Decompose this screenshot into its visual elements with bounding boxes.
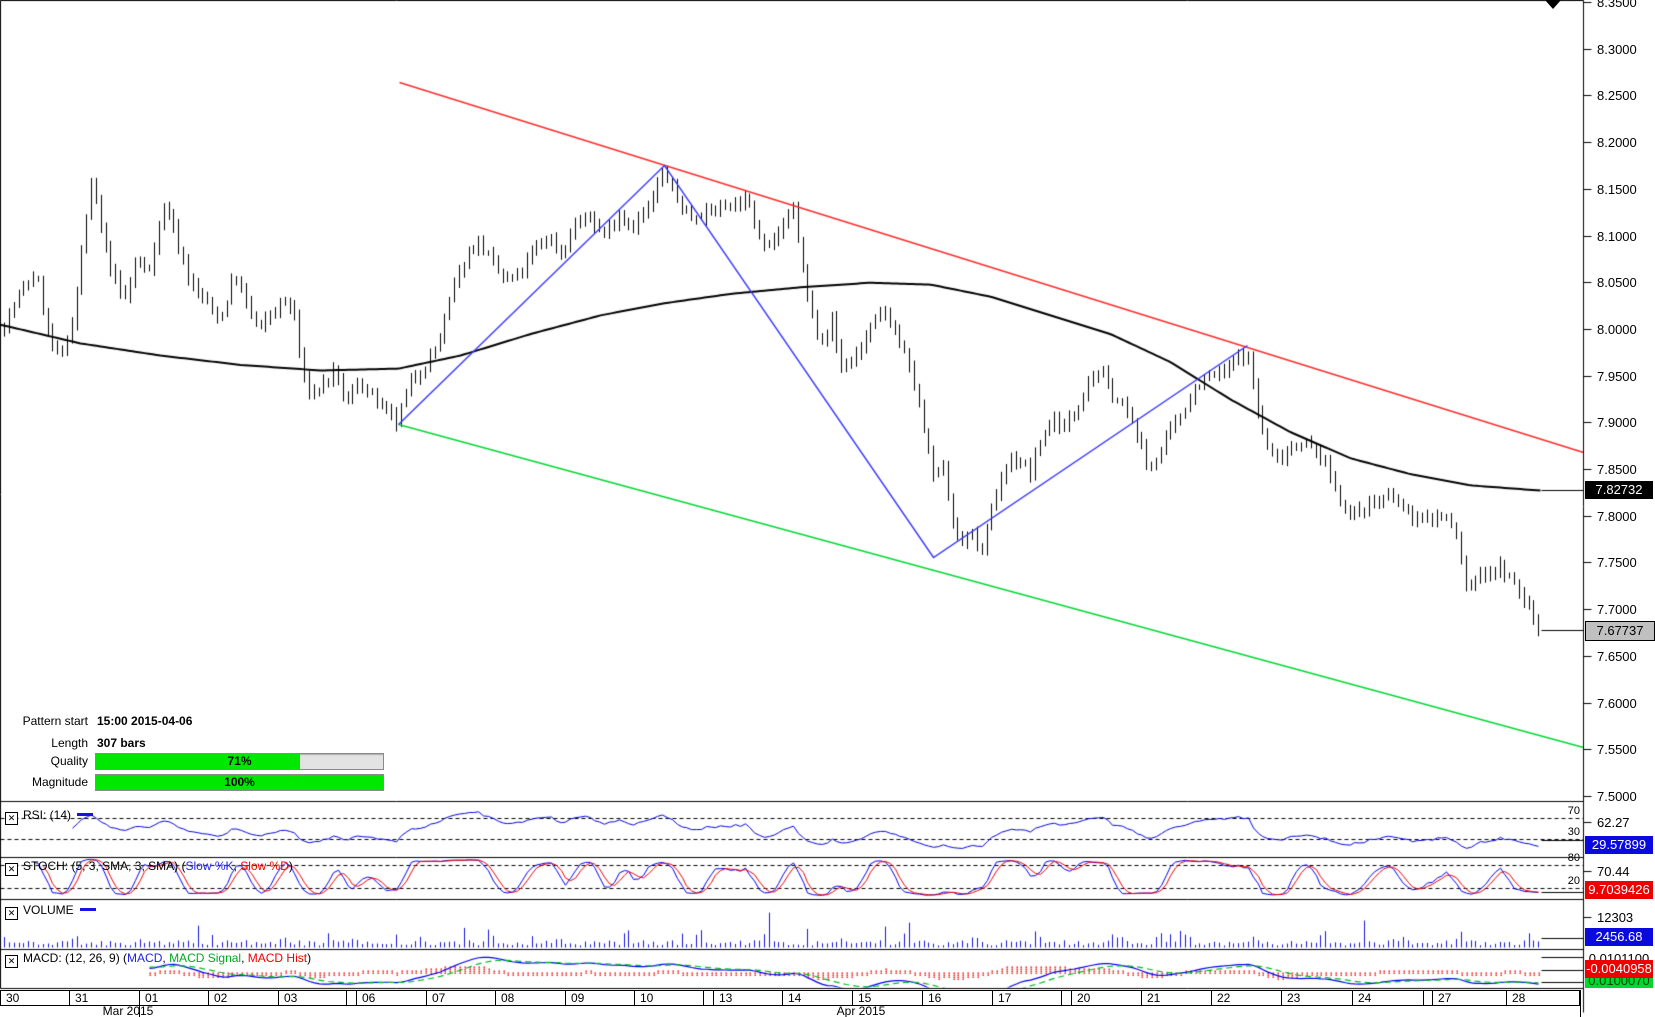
date-cell: 03 <box>278 991 347 1005</box>
macd-sep2: , <box>241 951 248 965</box>
macd-current-badge: -0.0040958 <box>1585 960 1653 978</box>
rsi-level-70: 70 <box>1567 805 1580 817</box>
magnitude-label: Magnitude <box>31 775 88 789</box>
macd-sep1: , <box>162 951 170 965</box>
date-cell: 07 <box>426 991 495 1005</box>
macd-paren-close: ) <box>307 951 312 965</box>
stoch-d-label: Slow %D <box>240 859 289 873</box>
date-cell: 31 <box>69 991 139 1005</box>
volume-title: VOLUME <box>23 903 74 917</box>
date-cell: 08 <box>495 991 565 1005</box>
stoch-paren-open: ( <box>178 859 186 873</box>
price-tick-label: 8.3500 <box>1597 0 1637 10</box>
date-cell: 13 <box>713 991 782 1005</box>
volume-visibility-checkbox[interactable]: ✕ <box>5 907 18 920</box>
date-cell: 06 <box>356 991 426 1005</box>
ma-value-badge: 7.82732 <box>1585 481 1653 499</box>
date-cell: 22 <box>1211 991 1281 1005</box>
date-cell: 16 <box>922 991 992 1005</box>
volume-current-badge: 2456.68 <box>1585 928 1653 946</box>
price-tick-label: 8.2500 <box>1597 88 1637 104</box>
volume-axis-value: 12303 <box>1597 910 1634 925</box>
pattern-length-label: Length <box>51 736 88 750</box>
date-cell: 10 <box>634 991 704 1005</box>
date-cell: 27 <box>1432 991 1506 1005</box>
stoch-k-label: Slow %K <box>185 859 234 873</box>
rsi-level-30: 30 <box>1567 826 1580 838</box>
price-tick-label: 7.9000 <box>1597 415 1637 431</box>
price-tick-label: 7.9500 <box>1597 368 1637 384</box>
date-cell: 24 <box>1352 991 1424 1005</box>
stoch-axis-value: 70.44 <box>1597 864 1630 879</box>
stoch-sep: , <box>233 859 241 873</box>
price-tick-label: 7.7500 <box>1597 555 1637 571</box>
date-cell: 28 <box>1506 991 1580 1005</box>
date-cell: 02 <box>208 991 278 1005</box>
quality-percent: 71% <box>227 754 252 768</box>
date-cell: 01 <box>139 991 208 1005</box>
volume-panel-legend: ✕ VOLUME <box>5 904 96 920</box>
stoch-title: STOCH: (5, 3, SMA, 3, SMA) <box>23 859 179 873</box>
macd-line-label: MACD <box>127 951 163 965</box>
price-tick-label: 7.8000 <box>1597 508 1637 524</box>
date-axis: 30 31 01 02 03 06 07 08 09 10 13 14 15 16 17 20 21 22 23 24… <box>0 990 1581 1006</box>
price-tick-label: 7.6000 <box>1597 695 1637 711</box>
quality-progress-bar: 71% <box>95 753 384 770</box>
rsi-axis-value: 62.27 <box>1597 815 1630 830</box>
quality-label: Quality <box>50 754 88 768</box>
rsi-panel-legend: ✕ RSI: (14) <box>5 808 94 825</box>
macd-lower-badge: 0.0100070 <box>1585 976 1653 988</box>
rsi-visibility-checkbox[interactable]: ✕ <box>5 812 18 825</box>
stoch-level-20: 20 <box>1567 875 1580 887</box>
price-tick-label: 7.7000 <box>1597 602 1637 618</box>
stoch-panel-legend: ✕ STOCH: (5, 3, SMA, 3, SMA) (Slow %K, Sl… <box>5 860 293 876</box>
stoch-current-badge: 9.7039426 <box>1585 881 1653 899</box>
month-label: Apr 2015 <box>836 1004 886 1017</box>
price-tick-label: 8.2000 <box>1597 135 1637 151</box>
volume-bar-swatch-icon <box>79 908 96 911</box>
month-separator <box>1580 990 1581 1017</box>
stoch-level-80: 80 <box>1567 852 1580 864</box>
price-tick-label: 7.8500 <box>1597 462 1637 477</box>
macd-visibility-checkbox[interactable]: ✕ <box>5 955 18 968</box>
date-cell: 30 <box>0 991 69 1005</box>
macd-panel-legend: ✕ MACD: (12, 26, 9) (MACD, MACD Signal, M… <box>5 952 311 968</box>
month-separator <box>139 990 140 1017</box>
rsi-current-badge: 29.57899 <box>1585 836 1653 854</box>
date-cell: 09 <box>565 991 634 1005</box>
date-cell: 15 <box>852 991 922 1005</box>
last-price-badge: 7.67737 <box>1585 621 1655 641</box>
pattern-length-value: 307 bars <box>97 736 146 750</box>
magnitude-progress-bar: 100% <box>95 774 384 791</box>
rsi-title: RSI: (14) <box>23 808 72 822</box>
price-tick-label: 7.6500 <box>1597 648 1637 664</box>
pattern-start-value: 15:00 2015-04-06 <box>97 714 193 728</box>
macd-signal-label: MACD Signal <box>169 951 242 965</box>
price-tick-label: 7.5500 <box>1597 742 1637 758</box>
macd-paren-open: ( <box>119 951 128 965</box>
rsi-line-swatch-icon <box>77 813 94 816</box>
date-cell: 21 <box>1141 991 1211 1005</box>
pattern-start-label: Pattern start <box>22 714 88 728</box>
scroll-to-end-marker-icon[interactable] <box>1545 0 1561 9</box>
stoch-paren-close: ) <box>288 859 293 873</box>
price-tick-label: 8.3000 <box>1597 41 1637 57</box>
price-tick-label: 8.1000 <box>1597 228 1637 244</box>
macd-hist-label: MACD Hist <box>247 951 308 965</box>
month-label: Mar 2015 <box>102 1004 154 1017</box>
stoch-visibility-checkbox[interactable]: ✕ <box>5 863 18 876</box>
price-tick-label: 7.5000 <box>1597 788 1637 804</box>
price-tick-label: 8.0000 <box>1597 321 1637 337</box>
date-cell: 17 <box>992 991 1062 1005</box>
date-cell: 20 <box>1071 991 1141 1005</box>
date-cell: 23 <box>1281 991 1352 1005</box>
price-tick-label: 8.1500 <box>1597 181 1637 197</box>
date-cell: 14 <box>782 991 852 1005</box>
magnitude-percent: 100% <box>224 775 255 789</box>
price-tick-label: 8.0500 <box>1597 275 1637 291</box>
macd-title: MACD: (12, 26, 9) <box>23 951 120 965</box>
